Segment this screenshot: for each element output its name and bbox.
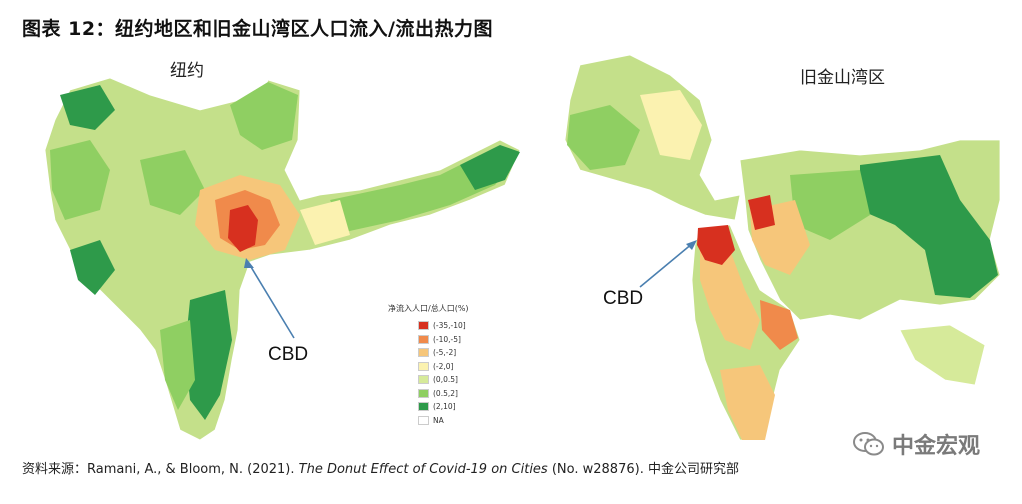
source-paper-title: The Donut Effect of Covid-19 on Cities [298,462,548,477]
legend-swatch [418,348,429,358]
ny-green-south [185,290,232,420]
legend-item: NA [388,414,508,428]
sf-cbd-arrowhead [686,240,697,250]
legend-swatch [418,375,429,385]
sf-southeast [899,324,986,386]
sf-bay-map [564,54,1001,441]
legend-item: (0,0.5] [388,373,508,387]
ny-green-nw [60,85,115,130]
legend-swatch [418,402,429,412]
ny-cbd-red [228,205,258,252]
legend-label: (2,10] [433,402,456,412]
legend-swatch [418,321,429,331]
legend-swatch [418,388,429,398]
sf-east-red [748,195,775,230]
legend-item: (-2,0] [388,360,508,374]
legend-item: (-10,-5] [388,333,508,347]
ny-green-sw [70,240,115,295]
source-prefix: 资料来源：Ramani, A., & Bloom, N. (2021). [22,462,299,477]
sf-cbd-red [697,225,735,265]
wechat-icon [853,432,884,456]
ny-green-south2 [160,320,195,410]
sf-east-darkgreen [860,155,998,298]
legend-swatch [418,361,429,371]
legend-label: NA [433,415,444,425]
legend-title: 净流入人口/总人口(%) [388,304,469,313]
ny-cbd-arrowhead [244,258,254,268]
sf-north-green [567,105,640,170]
ny-green-north [230,82,298,150]
figure-title: 图表 12：纽约地区和旧金山湾区人口流入/流出热力图 [22,18,493,40]
sf-east-green [790,170,870,240]
sf-peninsula-orange2 [760,300,798,350]
legend-item: (-35,-10] [388,319,508,333]
legend-label: (-35,-10] [433,321,466,331]
sf-bay-panel-title: 旧金山湾区 [800,68,885,88]
new-york-cbd-label: CBD [268,344,309,365]
new-york-panel-title: 纽约 [170,61,204,81]
ny-longisland-darkgreen [460,145,520,190]
ny-green-nj [140,150,205,215]
sf-bay-cbd-label: CBD [603,288,644,309]
legend-swatch [418,415,429,425]
map-legend: 净流入人口/总人口(%) (-35,-10] (-10,-5] (-5,-2] (-2… [388,303,508,427]
watermark: 中金宏观 [852,428,980,460]
sf-cbd-arrow [639,242,694,288]
ny-cbd-arrow [247,261,295,339]
legend-label: (0,0.5] [433,375,458,385]
source-suffix: (No. w28876). 中金公司研究部 [547,462,739,477]
legend-label: (0.5,2] [433,388,458,398]
source-note: 资料来源：Ramani, A., & Bloom, N. (2021). The… [22,458,739,477]
legend-swatch [418,334,429,344]
sf-peninsula-orange [700,250,760,350]
legend-item: (-5,-2] [388,346,508,360]
legend-item: (2,10] [388,400,508,414]
sf-south-yellow [720,365,775,440]
ny-longisland-yellow [300,200,350,245]
watermark-text: 中金宏观 [892,434,981,459]
legend-label: (-5,-2] [433,348,457,358]
ny-green-w [50,140,110,220]
sf-north-yellow [640,90,702,160]
new-york-map [44,77,521,441]
sf-north-bay [564,54,741,221]
legend-item: (0.5,2] [388,387,508,401]
legend-label: (-10,-5] [433,334,461,344]
legend-label: (-2,0] [433,361,454,371]
